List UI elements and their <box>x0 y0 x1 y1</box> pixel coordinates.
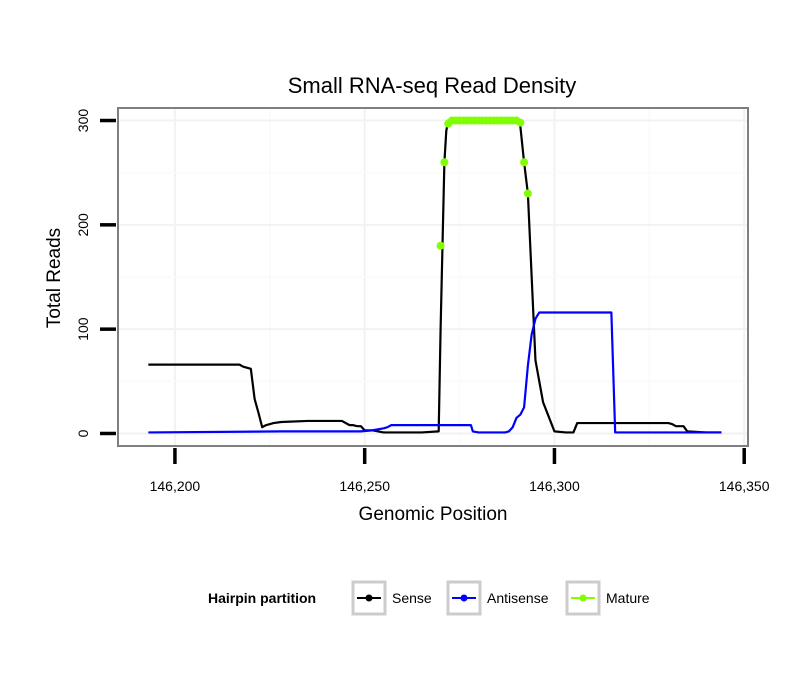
x-axis: 146,200 146,250 146,300 146,350 <box>150 448 770 494</box>
series-layer <box>148 116 722 434</box>
legend-key-point <box>365 594 373 602</box>
legend-key-point <box>460 594 468 602</box>
legend: Hairpin partition Sense Antisense Mature <box>208 580 650 616</box>
chart-title: Small RNA-seq Read Density <box>288 73 577 98</box>
legend-item-sense: Sense <box>351 580 432 616</box>
mature-point <box>516 118 525 127</box>
sense-series-line <box>148 119 722 434</box>
mature-point <box>523 189 532 198</box>
y-axis-title: Total Reads <box>44 228 65 328</box>
mature-point <box>440 158 449 167</box>
x-tick-label: 146,350 <box>719 478 770 494</box>
legend-item-antisense: Antisense <box>446 580 549 616</box>
y-axis: 0 100 200 300 <box>75 109 116 437</box>
legend-label: Antisense <box>487 590 549 606</box>
mature-point <box>520 158 529 167</box>
legend-item-mature: Mature <box>565 580 650 616</box>
legend-label: Sense <box>392 590 432 606</box>
legend-label: Mature <box>606 590 650 606</box>
x-tick-label: 146,250 <box>339 478 390 494</box>
y-tick-label: 0 <box>75 429 91 437</box>
x-tick-label: 146,200 <box>150 478 201 494</box>
legend-title: Hairpin partition <box>208 590 316 606</box>
antisense-series-line <box>148 311 722 434</box>
legend-key-point <box>579 594 587 602</box>
x-axis-title: Genomic Position <box>359 504 508 525</box>
grid-lines <box>118 108 748 446</box>
y-tick-label: 300 <box>75 109 91 133</box>
plot-border <box>117 107 749 447</box>
y-tick-label: 200 <box>75 213 91 237</box>
x-tick-label: 146,300 <box>529 478 580 494</box>
y-tick-label: 100 <box>75 317 91 341</box>
mature-point <box>436 241 445 250</box>
